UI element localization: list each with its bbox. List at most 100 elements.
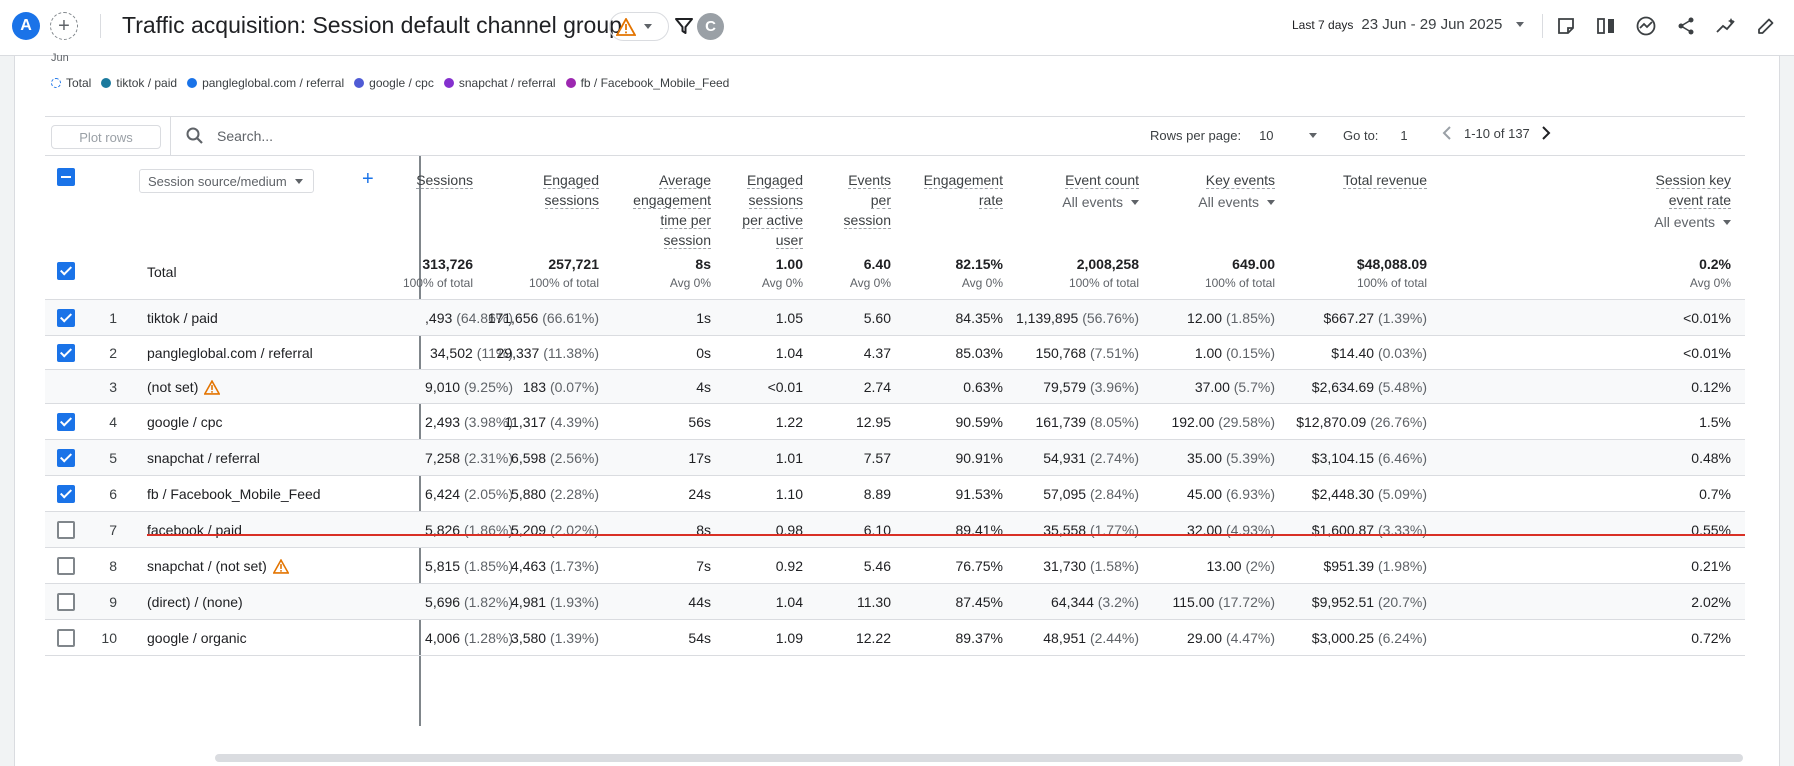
table-row[interactable]: 9 (direct) / (none) 5,696 (1.82%) 4,981 (1.… [45, 584, 1745, 620]
table-row[interactable]: 5 snapchat / referral 7,258 (2.31%) 6,598 (… [45, 440, 1745, 476]
event-count-filter[interactable]: All events [1019, 192, 1139, 212]
table-row[interactable]: 7 facebook / paid 5,826 (1.86%) 5,209 (2.02… [45, 512, 1745, 548]
chevron-down-icon[interactable] [1309, 133, 1318, 138]
table-row[interactable]: 6 fb / Facebook_Mobile_Feed 6,424 (2.05%) 5… [45, 476, 1745, 512]
legend-item[interactable]: pangleglobal.com / referral [187, 76, 344, 90]
row-checkbox[interactable] [57, 521, 75, 539]
row-checkbox[interactable] [57, 309, 75, 327]
table-row[interactable]: 1 tiktok / paid ,493 (64.86%) 171,656 (66.6… [45, 300, 1745, 336]
table-row[interactable]: 2 pangleglobal.com / referral 34,502 (11%)… [45, 336, 1745, 370]
cell-event-count: 150,768 (7.51%) [1035, 345, 1139, 361]
cell-avg-time: 1s [696, 310, 711, 326]
row-checkbox[interactable] [57, 629, 75, 647]
comparison-badge[interactable]: C [697, 13, 724, 40]
plot-rows-button[interactable]: Plot rows [51, 125, 161, 149]
report-card: Jun Total tiktok / paid pangleglobal.com /… [14, 52, 1780, 766]
add-comparison-button[interactable]: + [50, 12, 78, 40]
share-icon[interactable] [1674, 14, 1698, 38]
goto-input[interactable]: 1 [1400, 128, 1408, 143]
table-row[interactable]: 4 google / cpc 2,493 (3.98%) 11,317 (4.39%)… [45, 404, 1745, 440]
row-checkbox[interactable] [57, 449, 75, 467]
legend-item[interactable]: fb / Facebook_Mobile_Feed [565, 76, 730, 90]
warning-icon[interactable] [272, 558, 289, 574]
search-input[interactable]: Search... [170, 117, 273, 155]
insights-icon[interactable] [1634, 14, 1658, 38]
totals-label: Total [147, 264, 177, 280]
rows-per-page-select[interactable]: 10 [1259, 128, 1274, 143]
row-checkbox[interactable] [57, 593, 75, 611]
warning-icon[interactable] [204, 379, 221, 395]
table-row[interactable]: 8 snapchat / (not set) 5,815 (1.85%) 4,463 … [45, 548, 1745, 584]
row-dimension[interactable]: tiktok / paid [147, 310, 218, 326]
row-dimension[interactable]: (not set) [147, 379, 221, 395]
row-dimension[interactable]: (direct) / (none) [147, 594, 243, 610]
cell-engaged: 6,598 (2.56%) [511, 450, 599, 466]
select-all-checkbox[interactable] [57, 168, 75, 186]
totals-checkbox[interactable] [57, 262, 75, 280]
row-dimension[interactable]: snapchat / (not set) [147, 558, 289, 574]
cell-avg-time: 17s [688, 450, 711, 466]
cell-key-events: 45.00 (6.93%) [1187, 486, 1275, 502]
chevron-left-icon[interactable] [1440, 125, 1456, 141]
cell-value: 1.5% [1699, 414, 1731, 430]
table-row[interactable]: 3 (not set) 9,010 (9.25%) 183 (0.07%) 4s <0.0… [45, 370, 1745, 404]
cell-percent: (26.76%) [1370, 414, 1427, 430]
legend-label: fb / Facebook_Mobile_Feed [580, 76, 730, 90]
edit-icon[interactable] [1754, 14, 1778, 38]
row-dimension[interactable]: fb / Facebook_Mobile_Feed [147, 486, 321, 502]
account-avatar[interactable]: A [12, 12, 40, 40]
cell-value: 0s [696, 345, 711, 361]
table-row[interactable]: 10 google / organic 4,006 (1.28%) 3,580 (1.… [45, 620, 1745, 656]
horizontal-scrollbar[interactable] [215, 754, 1743, 762]
col-header-key-events[interactable]: Key events All events [1155, 170, 1275, 212]
legend-item[interactable]: Total [51, 76, 91, 90]
row-checkbox[interactable] [57, 485, 75, 503]
filter-icon[interactable] [674, 16, 694, 36]
cell-eng-rate: 90.59% [956, 414, 1003, 430]
cell-revenue: $9,952.51 (20.7%) [1312, 594, 1427, 610]
row-dimension[interactable]: google / organic [147, 630, 247, 646]
chevron-down-icon [644, 24, 652, 29]
cell-events-per: 8.89 [864, 486, 891, 502]
col-header-session-key-rate[interactable]: Session key event rate All events [1621, 170, 1731, 232]
col-header-events-per-session[interactable]: Events per session [843, 172, 891, 229]
cell-value: $2,634.69 [1311, 379, 1375, 395]
date-range-picker[interactable]: Last 7 days 23 Jun - 29 Jun 2025 [1292, 16, 1525, 33]
row-checkbox[interactable] [57, 557, 75, 575]
legend-item[interactable]: tiktok / paid [101, 76, 177, 90]
row-checkbox[interactable] [57, 413, 75, 431]
legend-item[interactable]: snapchat / referral [443, 76, 556, 90]
row-dimension[interactable]: snapchat / referral [147, 450, 260, 466]
row-dimension-label: (direct) / (none) [147, 594, 243, 610]
dimension-selector[interactable]: Session source/medium [139, 169, 314, 193]
report-title: Traffic acquisition: Session default cha… [122, 12, 622, 38]
col-header-engagement-rate[interactable]: Engagement rate [923, 172, 1003, 209]
chevron-right-icon[interactable] [1538, 125, 1554, 141]
data-quality-chip[interactable] [609, 12, 669, 41]
col-header-total-revenue[interactable]: Total revenue [1342, 172, 1427, 189]
col-header-avg-engagement[interactable]: Average engagement time per session [633, 172, 711, 249]
cell-key-events: 35.00 (5.39%) [1187, 450, 1275, 466]
session-key-rate-filter[interactable]: All events [1621, 212, 1731, 232]
col-header-sessions[interactable]: Sessions [416, 172, 473, 189]
annotate-icon[interactable] [1554, 14, 1578, 38]
row-checkbox[interactable] [57, 344, 75, 362]
col-header-event-count[interactable]: Event count All events [1019, 170, 1139, 212]
cell-revenue: $2,634.69 (5.48%) [1312, 379, 1427, 395]
cell-avg-time: 24s [688, 486, 711, 502]
compare-icon[interactable] [1594, 14, 1618, 38]
trend-icon[interactable] [1714, 14, 1738, 38]
cell-value: 1.04 [775, 594, 803, 610]
legend-item[interactable]: google / cpc [354, 76, 434, 90]
cell-value: $2,448.30 [1311, 486, 1375, 502]
key-events-filter[interactable]: All events [1155, 192, 1275, 212]
cell-value: 5,880 [511, 486, 547, 502]
legend-swatch [51, 78, 61, 88]
cell-value: 24s [688, 486, 711, 502]
row-dimension[interactable]: google / cpc [147, 414, 223, 430]
add-dimension-button[interactable]: + [362, 168, 374, 190]
cell-percent: (1.82%) [463, 594, 513, 610]
col-header-engaged-per-user[interactable]: Engaged sessions per active user [742, 172, 803, 249]
col-header-engaged-sessions[interactable]: Engaged sessions [542, 172, 599, 209]
row-dimension[interactable]: pangleglobal.com / referral [147, 345, 313, 361]
